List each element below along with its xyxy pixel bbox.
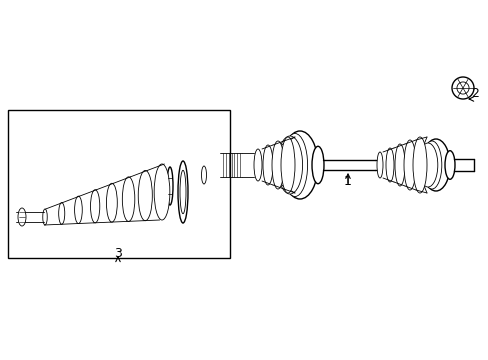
Ellipse shape	[282, 134, 307, 197]
Ellipse shape	[412, 137, 426, 193]
Ellipse shape	[311, 146, 324, 184]
Ellipse shape	[59, 203, 64, 224]
Ellipse shape	[154, 164, 169, 220]
Ellipse shape	[421, 141, 441, 189]
Ellipse shape	[167, 167, 173, 205]
Ellipse shape	[282, 131, 317, 199]
Ellipse shape	[138, 170, 152, 221]
Ellipse shape	[180, 170, 185, 214]
Ellipse shape	[281, 137, 294, 193]
Ellipse shape	[394, 144, 404, 186]
Ellipse shape	[18, 208, 26, 226]
Ellipse shape	[277, 136, 302, 194]
Ellipse shape	[42, 209, 47, 225]
Ellipse shape	[444, 151, 454, 179]
Ellipse shape	[421, 139, 449, 191]
Ellipse shape	[417, 143, 437, 187]
Ellipse shape	[253, 149, 262, 181]
Ellipse shape	[122, 177, 135, 221]
Text: 1: 1	[344, 175, 351, 188]
Text: 3: 3	[114, 247, 122, 260]
Ellipse shape	[201, 166, 206, 184]
Bar	[8, 110, 229, 258]
Ellipse shape	[178, 161, 187, 223]
Ellipse shape	[271, 141, 284, 189]
Text: 2: 2	[470, 87, 478, 100]
Ellipse shape	[456, 82, 468, 94]
Ellipse shape	[403, 140, 415, 190]
Ellipse shape	[376, 152, 382, 178]
Ellipse shape	[75, 196, 82, 224]
Ellipse shape	[90, 190, 100, 223]
Ellipse shape	[451, 77, 473, 99]
Ellipse shape	[263, 145, 272, 185]
Ellipse shape	[385, 148, 393, 182]
Ellipse shape	[106, 183, 117, 222]
